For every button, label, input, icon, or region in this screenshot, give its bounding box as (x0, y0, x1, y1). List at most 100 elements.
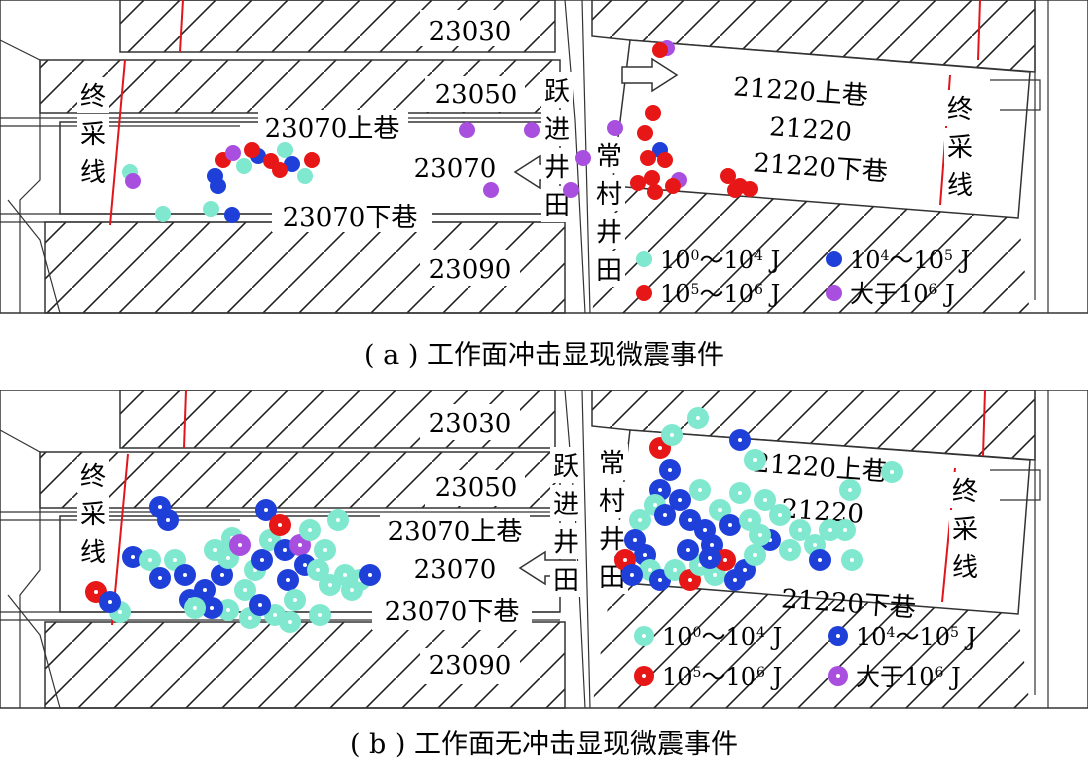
label-23050: 23050 (435, 473, 518, 503)
vertical-label-char: 线 (947, 171, 973, 201)
events-panel-a (122, 40, 758, 223)
legend-label-high: 105～106 J (662, 663, 782, 691)
label-21220: 21220 (768, 112, 853, 148)
legend-swatch-mid (826, 251, 842, 267)
legend-label-top: 大于106 J (850, 280, 955, 308)
label-23070-lower: 23070下巷 (385, 597, 520, 627)
event-marker (637, 125, 653, 141)
legend-swatch-low (636, 251, 652, 267)
event-marker (225, 145, 241, 161)
label-23090: 23090 (429, 651, 512, 681)
vertical-label-char: 终 (80, 462, 106, 492)
arrow-right-icon (621, 57, 679, 93)
event-marker (224, 207, 240, 223)
event-marker (665, 178, 681, 194)
event-marker (459, 122, 475, 138)
event-marker (720, 168, 736, 184)
label-stop-line-left: 终采线 (77, 77, 109, 189)
vertical-label-char: 井 (596, 218, 622, 248)
vertical-label-char: 常 (596, 142, 622, 172)
event-marker (524, 122, 540, 138)
legend-label-low: 100～104 J (660, 246, 780, 274)
legend-panel-a: 100～104 J 104～105 J 105～106 J 大于106 J (636, 246, 970, 308)
legend-label-top: 大于106 J (856, 663, 961, 691)
label-23070-upper: 23070上巷 (265, 114, 400, 144)
legend-label-mid: 104～105 J (856, 623, 976, 651)
vertical-label-char: 采 (80, 500, 106, 530)
label-23070-upper: 23070上巷 (388, 517, 523, 547)
event-marker (284, 156, 300, 172)
event-marker (607, 120, 623, 136)
label-stop-line-right: 终采线 (949, 472, 981, 584)
label-23090: 23090 (429, 255, 512, 285)
panel-a: 23030 23050 23070上巷 23070 23070下巷 23090 … (0, 0, 1088, 315)
panel-b: 23030 23050 23070上巷 23070 23070下巷 23090 … (0, 389, 1088, 710)
vertical-label-char: 线 (952, 553, 978, 583)
event-marker (644, 170, 660, 186)
caption-b: ( b ) 工作面无冲击显现微震事件 (349, 729, 739, 760)
event-marker (236, 158, 252, 174)
event-marker (483, 182, 499, 198)
event-marker (210, 178, 226, 194)
event-marker (563, 182, 579, 198)
vertical-label-char: 线 (80, 538, 106, 568)
label-23070: 23070 (414, 154, 497, 184)
vertical-label-char: 村 (599, 487, 625, 517)
event-marker (647, 184, 663, 200)
event-marker (640, 150, 656, 166)
event-marker (297, 168, 313, 184)
event-marker (742, 181, 758, 197)
vertical-label-char: 常 (599, 449, 625, 479)
event-marker (155, 206, 171, 222)
stop-line-left (109, 59, 126, 226)
label-23030: 23030 (429, 17, 512, 47)
label-stop-line-right: 终采线 (944, 90, 976, 202)
vertical-label-char: 跃 (553, 452, 579, 482)
event-marker (244, 142, 260, 158)
legend-swatch-high (636, 285, 652, 301)
vertical-label-char: 井 (544, 153, 570, 183)
label-23070-lower: 23070下巷 (283, 203, 418, 233)
event-marker (203, 201, 219, 217)
legend-panel-b: 100～104 J 104～105 J 105～106 J 大于106 J (634, 623, 976, 691)
legend-swatch-top (826, 285, 842, 301)
vertical-label-char: 采 (80, 120, 106, 150)
event-marker (304, 152, 320, 168)
vertical-label-char: 进 (544, 115, 570, 145)
vertical-label-char: 采 (947, 133, 973, 163)
events-panel-b (85, 407, 903, 633)
event-marker (125, 173, 141, 189)
vertical-label-char: 采 (952, 515, 978, 545)
label-23030: 23030 (429, 409, 512, 439)
vertical-label-char: 终 (947, 95, 973, 125)
event-marker (657, 152, 673, 168)
panel-a-map: 23030 23050 23070上巷 23070 23070下巷 23090 … (0, 0, 1088, 314)
event-marker (277, 142, 293, 158)
panel-b-map: 23030 23050 23070上巷 23070 23070下巷 23090 … (0, 389, 1088, 709)
vertical-label-char: 线 (80, 158, 106, 188)
label-23070: 23070 (414, 555, 497, 585)
event-marker (575, 150, 591, 166)
caption-a: ( a ) 工作面冲击显现微震事件 (364, 340, 724, 371)
vertical-label-char: 进 (553, 490, 579, 520)
vertical-label-char: 终 (80, 82, 106, 112)
legend-label-high: 105～106 J (660, 280, 780, 308)
vertical-label-char: 田 (544, 191, 570, 221)
label-stop-line-left: 终采线 (77, 457, 109, 569)
legend-label-low: 100～104 J (662, 623, 782, 651)
vertical-label-char: 终 (952, 477, 978, 507)
legend-label-mid: 104～105 J (850, 246, 970, 274)
label-23050: 23050 (435, 80, 518, 110)
vertical-label-char: 井 (553, 528, 579, 558)
event-marker (652, 42, 668, 58)
event-marker (272, 162, 288, 178)
event-marker (645, 105, 661, 121)
vertical-label-char: 村 (596, 180, 622, 210)
event-marker (727, 182, 743, 198)
vertical-label-char: 田 (596, 256, 622, 286)
vertical-label-char: 跃 (544, 77, 570, 107)
event-marker (630, 175, 646, 191)
